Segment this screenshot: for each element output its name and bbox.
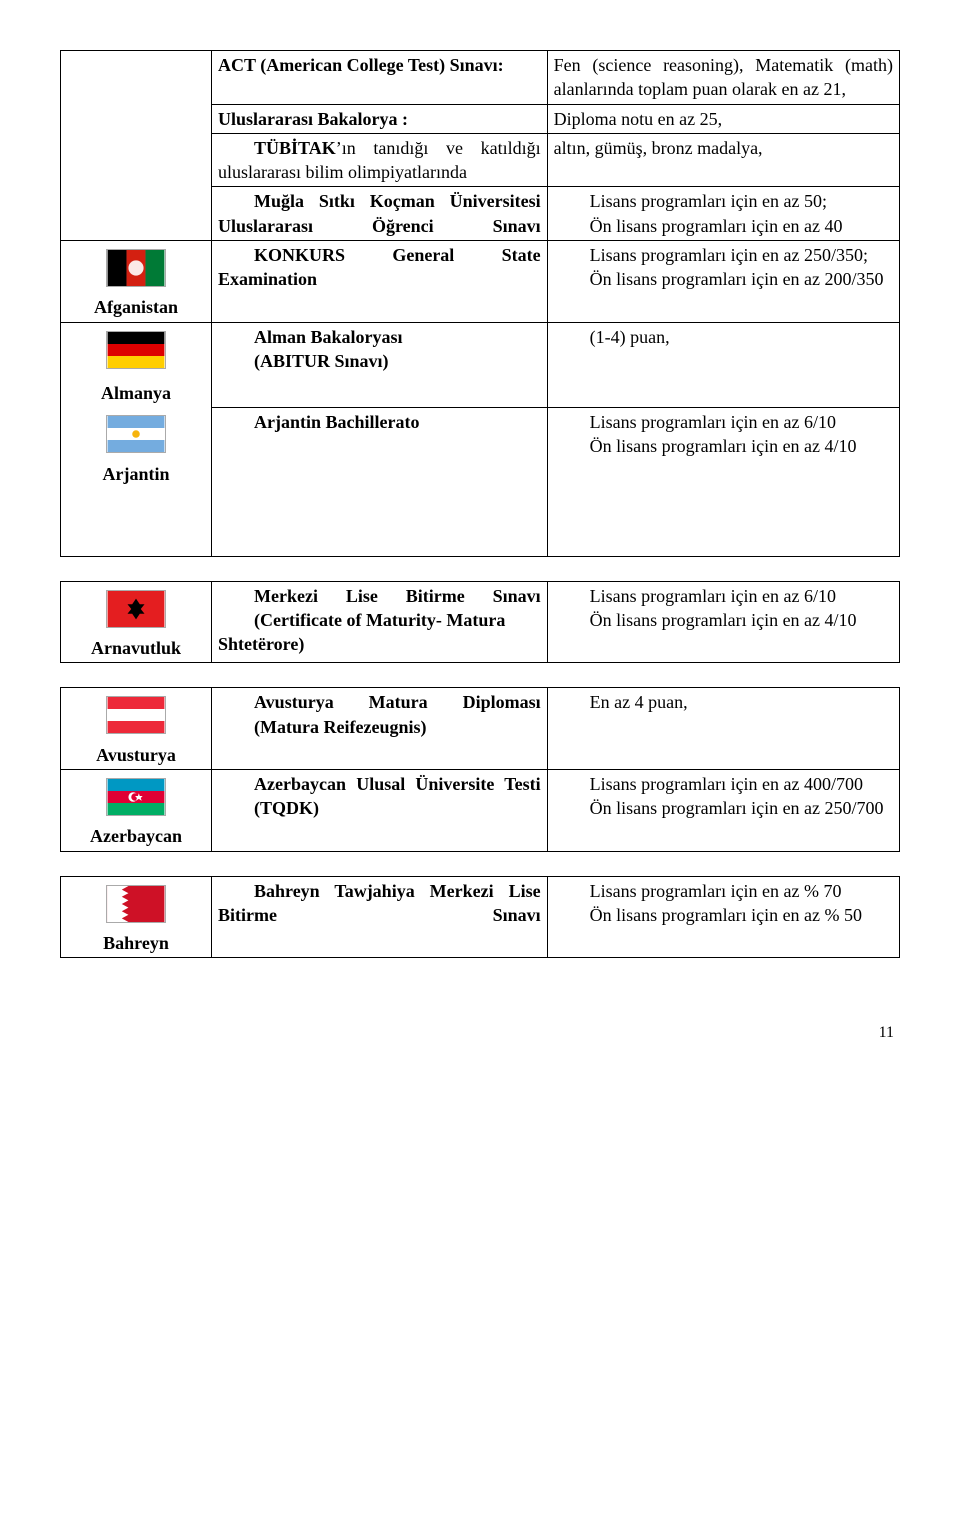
exam-label: KONKURS General State Examination	[218, 245, 541, 289]
criteria: altın, gümüş, bronz madalya,	[547, 133, 899, 187]
exam-line-2: (Matura Reifezeugnis)	[218, 715, 541, 739]
exam-label: Bahreyn Tawjahiya Merkezi Lise Bitirme S…	[218, 881, 541, 925]
country-label: Arjantin	[67, 462, 205, 486]
page-number: 11	[60, 982, 900, 1044]
row-albania: Arnavutluk Merkezi Lise Bitirme Sınavı (…	[61, 581, 900, 663]
row-germany-top: Alman Bakaloryası (ABITUR Sınavı) (1-4) …	[61, 322, 900, 377]
albania-flag-icon	[106, 590, 166, 628]
exam-line-2: (TQDK)	[218, 796, 541, 820]
exam-label: Arjantin Bachillerato	[218, 410, 541, 434]
criteria-line-2: Ön lisans programları için en az % 50	[554, 903, 893, 927]
row-bahrain: Bahreyn Bahreyn Tawjahiya Merkezi Lise B…	[61, 876, 900, 958]
exam-line-2: (Certificate of Maturity- Matura Shtetër…	[218, 608, 541, 657]
criteria-line-1: Lisans programları için en az 250/350;	[554, 243, 893, 267]
admissions-table-1: ACT (American College Test) Sınavı: Fen …	[60, 50, 900, 557]
country-label: Avusturya	[67, 743, 205, 767]
exam-label: Uluslararası Bakalorya :	[218, 109, 408, 129]
exam-line-1: Merkezi Lise Bitirme Sınavı	[254, 586, 541, 606]
criteria: Diploma notu en az 25,	[547, 104, 899, 133]
exam-label: Muğla Sıtkı Koçman Üniversitesi Uluslara…	[218, 191, 541, 235]
row-austria: Avusturya Avusturya Matura Diploması (Ma…	[61, 688, 900, 770]
admissions-table-3: Avusturya Avusturya Matura Diploması (Ma…	[60, 687, 900, 851]
criteria: (1-4) puan,	[554, 325, 893, 349]
azerbaijan-flag-icon	[106, 778, 166, 816]
admissions-table-2: Arnavutluk Merkezi Lise Bitirme Sınavı (…	[60, 581, 900, 664]
country-label: Arnavutluk	[67, 636, 205, 660]
criteria-line-2: Ön lisans programları için en az 250/700	[554, 796, 893, 820]
country-label: Almanya	[67, 381, 205, 405]
row-act: ACT (American College Test) Sınavı: Fen …	[61, 51, 900, 105]
exam-line-1: Azerbaycan Ulusal Üniversite Testi	[254, 774, 541, 794]
criteria-line-2: Ön lisans programları için en az 4/10	[554, 608, 893, 632]
criteria-line-2: Ön lisans programları için en az 40	[554, 214, 893, 238]
admissions-table-4: Bahreyn Bahreyn Tawjahiya Merkezi Lise B…	[60, 876, 900, 959]
argentina-flag-icon	[106, 415, 166, 453]
country-label: Afganistan	[67, 295, 205, 319]
exam-prefix: TÜBİTAK	[254, 138, 336, 158]
criteria-line-1: Lisans programları için en az % 70	[554, 879, 893, 903]
criteria-line-2: Ön lisans programları için en az 200/350	[554, 267, 893, 291]
exam-line-2: (ABITUR Sınavı)	[218, 349, 541, 373]
criteria: Fen (science reasoning), Matematik (math…	[547, 51, 899, 105]
criteria: En az 4 puan,	[554, 690, 893, 714]
afghanistan-flag-icon	[106, 249, 166, 287]
exam-line-1: Avusturya Matura Diploması	[254, 692, 541, 712]
exam-label: ACT (American College Test) Sınavı:	[218, 55, 504, 75]
germany-flag-icon	[106, 331, 166, 369]
row-argentina: Arjantin Arjantin Bachillerato Lisans pr…	[61, 407, 900, 556]
criteria-line-2: Ön lisans programları için en az 4/10	[554, 434, 893, 458]
row-azerbaijan: Azerbaycan Azerbaycan Ulusal Üniversite …	[61, 770, 900, 852]
exam-line-1: Alman Bakaloryası	[218, 325, 541, 349]
bahrain-flag-icon	[106, 885, 166, 923]
criteria-line-1: Lisans programları için en az 50;	[554, 189, 893, 213]
austria-flag-icon	[106, 696, 166, 734]
country-label: Azerbaycan	[67, 824, 205, 848]
row-afghanistan: Afganistan KONKURS General State Examina…	[61, 241, 900, 323]
criteria-line-1: Lisans programları için en az 6/10	[554, 410, 893, 434]
criteria-line-1: Lisans programları için en az 6/10	[554, 584, 893, 608]
criteria-line-1: Lisans programları için en az 400/700	[554, 772, 893, 796]
country-label: Bahreyn	[67, 931, 205, 955]
